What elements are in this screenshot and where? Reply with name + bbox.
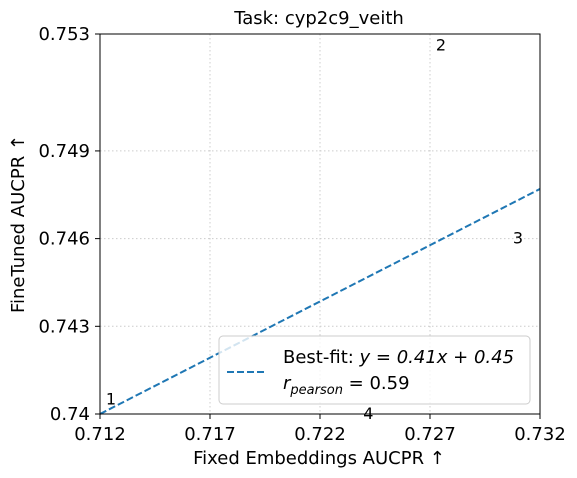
legend: Best-fit: y = 0.41x + 0.45 rpearson = 0.… — [218, 335, 531, 405]
chart-title: Task: cyp2c9_veith — [233, 8, 404, 29]
legend-r-value: = 0.59 — [343, 373, 410, 394]
x-tick-label: 0.727 — [404, 424, 456, 445]
x-axis-ticks: 0.712 0.717 0.722 0.727 0.732 — [74, 414, 566, 445]
legend-fit-label: Best-fit: y = 0.41x + 0.45 — [283, 347, 514, 368]
best-fit-line — [99, 188, 541, 415]
legend-fit-equation: y = 0.41x + 0.45 — [359, 347, 515, 368]
y-tick-label: 0.749 — [38, 141, 90, 162]
x-tick-label: 0.732 — [514, 424, 566, 445]
y-tick-label: 0.743 — [38, 316, 90, 337]
y-tick-label: 0.753 — [38, 24, 90, 45]
point-label-3: 3 — [513, 229, 523, 248]
point-label-1: 1 — [106, 389, 116, 408]
point-label-2: 2 — [436, 36, 446, 55]
legend-box — [218, 335, 531, 405]
x-tick-label: 0.722 — [294, 424, 346, 445]
legend-r-subscript: pearson — [289, 383, 343, 398]
legend-fit-prefix: Best-fit: — [283, 347, 360, 368]
fit-line — [99, 188, 541, 415]
x-axis-title: Fixed Embeddings AUCPR ↑ — [193, 448, 445, 469]
y-axis-title: FineTuned AUCPR ↑ — [8, 135, 29, 313]
y-tick-label: 0.74 — [50, 404, 90, 425]
legend-pearson-label: rpearson = 0.59 — [283, 373, 410, 398]
x-tick-label: 0.717 — [184, 424, 236, 445]
legend-r-symbol: r — [283, 373, 292, 394]
y-axis-ticks: 0.74 0.743 0.746 0.749 0.753 — [38, 24, 100, 425]
x-tick-label: 0.712 — [74, 424, 126, 445]
y-tick-label: 0.746 — [38, 229, 90, 250]
